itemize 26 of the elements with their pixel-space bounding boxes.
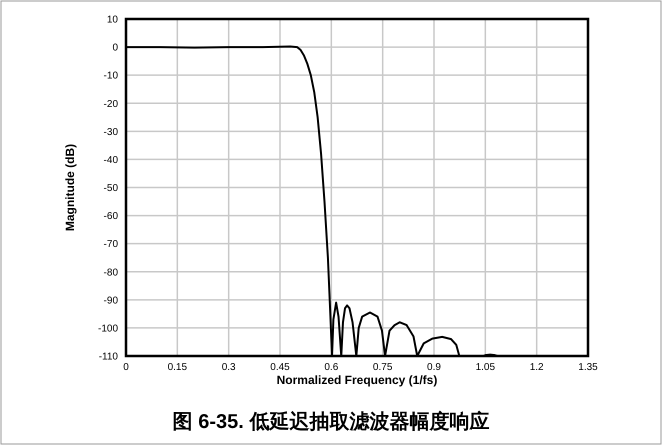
y-axis-title: Magnitude (dB): [63, 144, 77, 232]
y-tick-label: -30: [104, 126, 118, 138]
x-tick-label: 0: [123, 362, 130, 373]
y-tick-label: -110: [98, 352, 118, 362]
x-tick-label: 1.2: [530, 362, 544, 373]
y-tick-label: -60: [104, 211, 118, 222]
x-tick-label: 0.9: [427, 362, 442, 373]
y-tick-label: -80: [104, 267, 118, 278]
y-tick-label: 10: [106, 14, 118, 26]
y-tick-label: -50: [104, 183, 118, 194]
y-tick-label: -10: [104, 70, 118, 82]
x-tick-label: 0.15: [168, 362, 188, 373]
y-tick-label: 0: [112, 42, 118, 54]
x-tick-label: 0.6: [324, 362, 339, 373]
x-tick-label: 0.75: [372, 362, 393, 373]
y-tick-label: -90: [104, 295, 118, 306]
x-tick-label: 1.05: [476, 362, 496, 373]
y-tick-label: -100: [98, 323, 118, 334]
x-tick-label: 0.45: [270, 362, 290, 373]
y-tick-label: -40: [104, 154, 118, 166]
y-tick-label: -20: [104, 98, 118, 110]
y-tick-label: -70: [104, 239, 118, 250]
text: 图 6-35. 低延迟抽取滤波器幅度响应: [172, 410, 490, 433]
x-tick-label: 1.35: [578, 362, 598, 373]
x-axis-title: Normalized Frequency (1/fs): [276, 373, 438, 387]
x-tick-label: 0.3: [222, 362, 236, 373]
